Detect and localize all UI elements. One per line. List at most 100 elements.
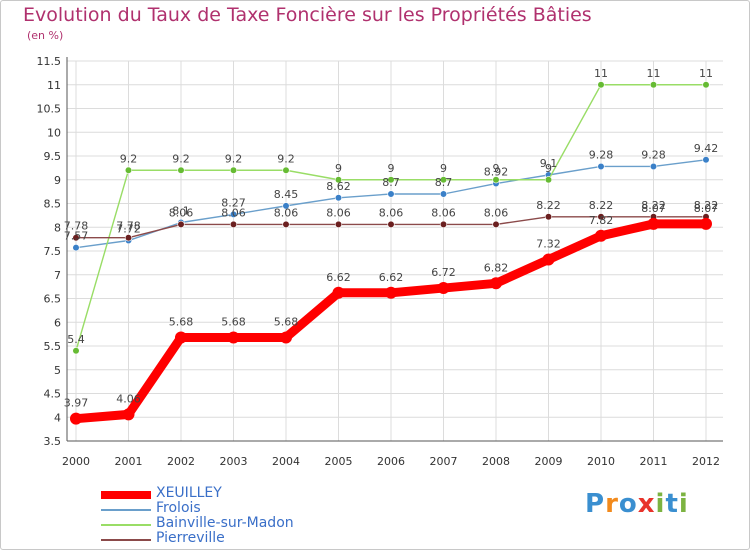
data-label-pierreville: 8.06 [274, 206, 299, 219]
data-label-pierreville: 8.06 [431, 206, 456, 219]
data-label-pierreville: 8.06 [484, 206, 509, 219]
data-label-xeuilley: 6.62 [379, 271, 404, 284]
chart-title: Evolution du Taux de Taxe Foncière sur l… [23, 4, 592, 26]
data-label-xeuilley: 3.97 [64, 397, 89, 410]
data-point-xeuilley [122, 408, 135, 421]
data-label-bainville-sur-madon: 9.2 [120, 152, 138, 165]
data-point-pierreville [72, 234, 80, 242]
data-point-pierreville [544, 213, 553, 221]
logo-letter: P [585, 489, 606, 519]
axes: 3.5 4 4.5 5 5.5 6 6.5 7 7.5 8 8.5 9 9.5 10 10.5 11 11.5 2… [37, 55, 723, 468]
y-tick-label: 5.5 [44, 340, 62, 353]
y-tick-label: 10 [47, 126, 61, 139]
grid-lines [67, 60, 723, 442]
data-label-xeuilley: 7.32 [536, 238, 561, 251]
legend-label: XEUILLEY [156, 485, 222, 501]
data-label-pierreville: 8.06 [379, 206, 404, 219]
data-label-frolois: 7.72 [116, 223, 141, 236]
data-point-bainville-sur-madon [229, 166, 238, 174]
data-label-xeuilley: 7.82 [589, 214, 614, 227]
data-point-frolois [334, 194, 343, 202]
legend: XEUILLEY Frolois Bainville-sur-Madon Pierre… [101, 485, 361, 547]
data-point-xeuilley [595, 229, 607, 242]
data-label-xeuilley: 5.68 [274, 315, 299, 328]
x-tick-label: 2002 [167, 455, 195, 468]
data-point-xeuilley [280, 331, 292, 344]
data-point-frolois [649, 162, 658, 171]
data-point-frolois [282, 202, 290, 210]
y-unit-label: (en %) [27, 29, 64, 42]
x-tick-label: 2011 [640, 455, 668, 468]
x-tick-label: 2012 [692, 455, 720, 468]
data-label-bainville-sur-madon: 9 [545, 162, 552, 175]
data-point-bainville-sur-madon [334, 176, 343, 184]
data-label-frolois: 9.42 [694, 142, 719, 155]
x-tick-label: 2003 [220, 455, 248, 468]
data-label-pierreville: 8.22 [641, 199, 666, 212]
data-label-frolois: 8.1 [172, 205, 190, 218]
data-label-bainville-sur-madon: 11 [647, 67, 661, 80]
data-label-pierreville: 7.78 [116, 220, 141, 233]
data-point-pierreville [387, 220, 395, 228]
y-tick-label: 10.5 [37, 103, 62, 116]
legend-item: Frolois [101, 500, 361, 517]
y-tick-label: 4.5 [44, 388, 62, 401]
data-point-xeuilley [700, 217, 712, 230]
data-point-pierreville [492, 220, 500, 228]
x-tick-label: 2005 [325, 455, 353, 468]
data-point-frolois [702, 156, 710, 164]
data-label-bainville-sur-madon: 9 [440, 162, 447, 175]
x-tick-label: 2004 [272, 455, 300, 468]
data-label-frolois: 8.27 [221, 196, 246, 209]
data-point-pierreville [177, 220, 185, 228]
data-label-bainville-sur-madon: 9.2 [172, 152, 190, 165]
legend-swatch [101, 539, 151, 541]
y-tick-label: 7.5 [44, 245, 62, 258]
data-label-bainville-sur-madon: 9.2 [225, 152, 243, 165]
data-label-bainville-sur-madon: 9 [335, 162, 342, 175]
data-point-pierreville [597, 213, 605, 221]
data-point-bainville-sur-madon [387, 176, 395, 184]
data-labels: 7.577.728.18.278.458.62 8.7 8.78.929.19.28… [64, 67, 719, 410]
data-label-xeuilley: 6.72 [431, 266, 456, 279]
data-label-pierreville: 8.06 [169, 206, 194, 219]
legend-swatch [101, 509, 151, 511]
data-point-bainville-sur-madon [282, 166, 290, 174]
data-point-pierreville [124, 234, 133, 242]
data-point-xeuilley [437, 282, 450, 295]
data-point-frolois [72, 244, 80, 252]
data-label-frolois: 9.28 [589, 148, 614, 161]
data-label-bainville-sur-madon: 11 [699, 67, 713, 80]
data-label-frolois: 7.57 [64, 230, 89, 243]
data-label-bainville-sur-madon: 11 [594, 67, 608, 80]
legend-swatch [101, 524, 151, 526]
data-label-bainville-sur-madon: 9.2 [277, 152, 295, 165]
data-point-xeuilley [175, 331, 187, 344]
legend-label: Pierreville [156, 530, 225, 546]
data-point-bainville-sur-madon [702, 81, 710, 89]
data-label-frolois: 9.28 [641, 148, 666, 161]
y-tick-label: 4 [54, 411, 61, 424]
data-label-pierreville: 8.06 [326, 206, 351, 219]
data-point-frolois [387, 190, 395, 198]
data-label-xeuilley: 8.07 [694, 202, 719, 215]
data-point-pierreville [334, 220, 343, 228]
data-point-bainville-sur-madon [439, 176, 448, 184]
data-label-bainville-sur-madon: 9 [388, 162, 395, 175]
data-label-bainville-sur-madon: 5.4 [67, 333, 85, 346]
y-tick-label: 11.5 [37, 55, 62, 68]
legend-item: Bainville-sur-Madon [101, 515, 361, 532]
data-label-bainville-sur-madon: 9 [493, 162, 500, 175]
y-tick-label: 9 [54, 174, 61, 187]
data-point-frolois [439, 190, 448, 198]
x-tick-label: 2001 [115, 455, 143, 468]
data-label-xeuilley: 4.06 [116, 392, 141, 405]
x-tick-label: 2006 [377, 455, 405, 468]
x-tick-label: 2009 [535, 455, 563, 468]
data-point-pierreville [229, 220, 238, 228]
data-label-frolois: 8.7 [435, 176, 453, 189]
y-tick-label: 3.5 [44, 435, 62, 448]
data-point-xeuilley [542, 253, 555, 266]
